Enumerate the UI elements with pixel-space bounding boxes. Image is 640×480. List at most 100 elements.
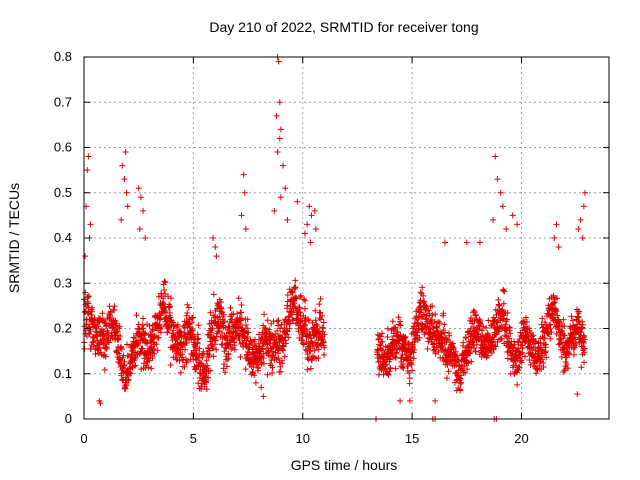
data-point (242, 321, 249, 328)
data-point (113, 320, 120, 327)
data-point (139, 345, 146, 352)
data-point (427, 325, 434, 332)
x-tick-label: 5 (190, 431, 197, 446)
data-point (283, 331, 290, 338)
data-point (223, 363, 230, 370)
data-point (119, 162, 126, 169)
data-point (210, 235, 217, 241)
data-point (446, 338, 453, 345)
data-point (194, 340, 201, 347)
data-point (116, 354, 123, 361)
data-point (161, 278, 168, 285)
data-point (417, 289, 424, 296)
data-point (213, 346, 220, 353)
data-point (521, 353, 528, 360)
data-point (136, 225, 143, 232)
data-point (315, 355, 322, 362)
data-point (539, 315, 546, 322)
data-point (500, 300, 507, 307)
data-point (85, 294, 92, 301)
data-point (260, 360, 267, 367)
data-point (260, 350, 267, 357)
data-point (276, 99, 283, 106)
data-point (402, 337, 409, 344)
data-point (432, 397, 439, 404)
data-point (210, 291, 217, 298)
data-point (271, 207, 278, 214)
data-point (581, 345, 588, 352)
data-point (387, 365, 394, 372)
data-point (307, 365, 314, 372)
data-point (564, 365, 571, 372)
data-point (511, 341, 518, 348)
data-point (457, 387, 464, 394)
data-point (312, 225, 319, 232)
data-point (203, 379, 210, 386)
y-tick-label: 0.6 (54, 140, 72, 155)
data-point (118, 216, 125, 223)
data-point (492, 343, 499, 350)
data-point (199, 354, 206, 361)
data-point (123, 381, 130, 388)
data-point (311, 207, 318, 214)
data-point (155, 324, 162, 331)
data-point (574, 313, 581, 320)
data-point (317, 316, 324, 323)
data-point (541, 335, 548, 342)
data-point (230, 334, 237, 341)
data-point (499, 203, 506, 210)
data-point (86, 331, 93, 338)
data-point (494, 176, 501, 183)
data-point (237, 321, 244, 328)
data-point (156, 321, 163, 328)
data-point (460, 339, 467, 346)
data-point (144, 340, 151, 347)
data-point (132, 354, 139, 361)
data-point (113, 329, 120, 336)
data-point (426, 310, 433, 317)
data-point (122, 149, 129, 156)
data-point (317, 295, 324, 302)
data-point (436, 320, 443, 327)
data-point (133, 312, 140, 319)
data-point (135, 185, 142, 192)
data-point (484, 352, 491, 359)
data-point (581, 189, 588, 196)
data-point (384, 325, 391, 332)
data-point (184, 310, 191, 317)
data-point (155, 334, 162, 341)
data-point (304, 366, 311, 373)
data-point (579, 324, 586, 331)
data-point (542, 349, 549, 356)
data-point (135, 321, 142, 328)
data-point (572, 336, 579, 343)
data-point (419, 284, 426, 291)
data-point (490, 216, 497, 223)
data-point (214, 302, 221, 309)
data-point (414, 329, 421, 336)
data-point (416, 334, 423, 341)
data-point (225, 355, 232, 362)
data-point (177, 369, 184, 376)
data-point (314, 322, 321, 329)
x-axis-label: GPS time / hours (291, 457, 398, 473)
data-point (498, 322, 505, 329)
data-point (500, 287, 507, 294)
data-point (195, 322, 202, 329)
data-point (301, 296, 308, 303)
data-point (92, 351, 99, 358)
data-point (238, 309, 245, 316)
data-point (140, 315, 147, 322)
data-point (561, 332, 568, 339)
data-point (397, 322, 404, 329)
data-point (538, 321, 545, 328)
data-point (132, 362, 139, 369)
data-point (397, 318, 404, 325)
data-point (301, 230, 308, 237)
data-point (89, 339, 96, 346)
data-point (479, 332, 486, 339)
data-point (382, 361, 389, 368)
data-point (116, 323, 123, 330)
data-point (551, 235, 558, 241)
data-point (245, 329, 252, 336)
